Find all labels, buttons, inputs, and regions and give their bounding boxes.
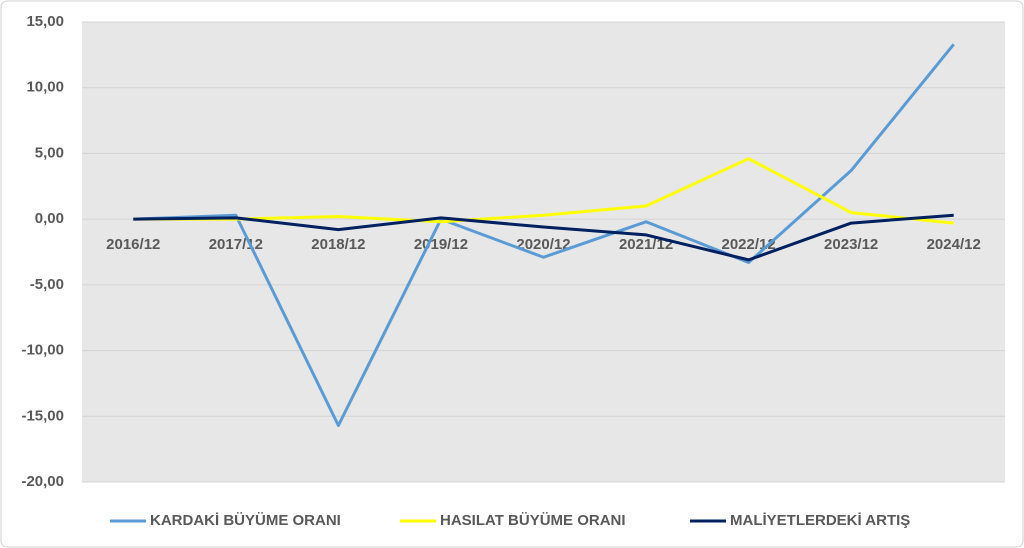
x-tick-label: 2020/12 — [516, 236, 570, 253]
y-tick-label: 5,00 — [35, 144, 64, 161]
series-line — [133, 157, 954, 225]
x-tick-label: 2024/12 — [927, 236, 981, 253]
legend-label: KARDAKİ BÜYÜME ORANI — [150, 512, 341, 529]
series-line — [133, 213, 954, 262]
legend-label: HASILAT BÜYÜME ORANI — [440, 512, 626, 529]
x-tick-label: 2021/12 — [619, 236, 673, 253]
x-tick-label: 2016/12 — [106, 236, 160, 253]
plot-area — [82, 22, 1005, 482]
y-tick-label: 10,00 — [26, 79, 64, 96]
legend-label: MALİYETLERDEKİ ARTIŞ — [730, 512, 910, 529]
y-tick-label: -20,00 — [21, 473, 64, 490]
x-tick-label: 2019/12 — [414, 236, 468, 253]
y-tick-label: -15,00 — [21, 407, 64, 424]
y-tick-label: -10,00 — [21, 342, 64, 359]
y-tick-label: -5,00 — [30, 276, 64, 293]
y-tick-label: 0,00 — [35, 210, 64, 227]
x-tick-label: 2018/12 — [311, 236, 365, 253]
x-tick-label: 2023/12 — [824, 236, 878, 253]
series-line — [133, 43, 955, 427]
x-tick-label: 2017/12 — [209, 236, 263, 253]
y-tick-label: 15,00 — [26, 13, 64, 30]
